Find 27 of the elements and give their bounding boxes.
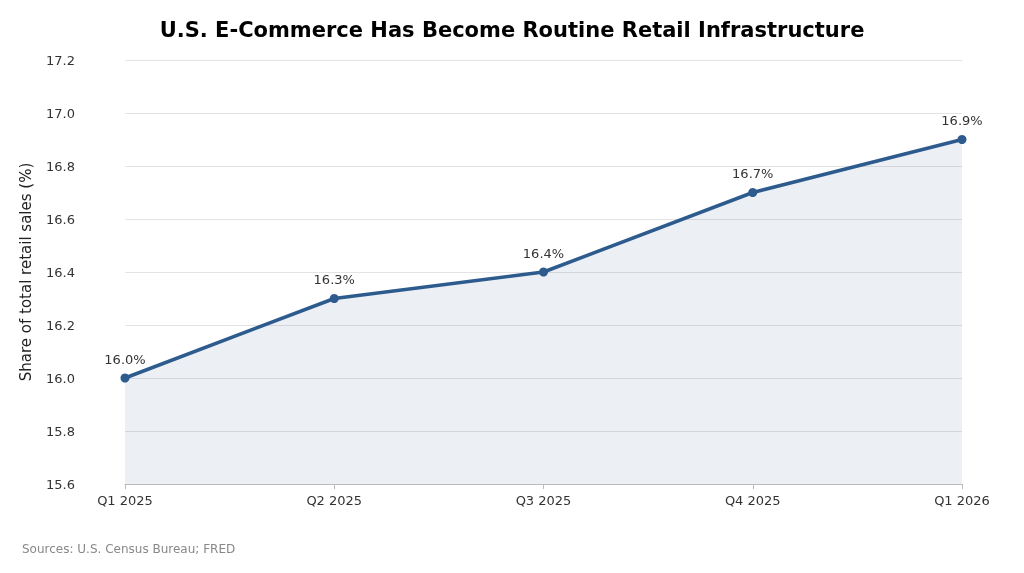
y-tick-label: 17.2: [46, 52, 75, 68]
point: [748, 188, 758, 197]
y-tick-label: 16.8: [46, 158, 75, 174]
data-label: 16.4%: [522, 245, 565, 261]
x-tick-label: Q3 2025: [515, 493, 572, 508]
point: [120, 373, 130, 383]
y-tick-label: 16.4: [46, 264, 75, 280]
data-label: 16.7%: [732, 166, 774, 181]
y-axis-title: Share of total retail sales (%): [16, 162, 35, 382]
y-tick-label: 16.2: [46, 317, 75, 333]
data-label: 16.3%: [313, 272, 355, 287]
y-tick-label: 16.6: [46, 211, 75, 227]
x-tick-label: Q1 2026: [934, 493, 990, 508]
x-tick-label: Q4 2025: [724, 493, 781, 508]
y-tick-label: 17.0: [46, 105, 75, 121]
chart-title: U.S. E-Commerce Has Become Routine Retail Infrastructure: [159, 17, 865, 42]
data-label: 16.9%: [941, 113, 983, 128]
y-tick-label: 15.6: [46, 476, 75, 492]
source-note: Sources: U.S. Census Bureau; FRED: [22, 542, 236, 556]
point: [539, 267, 548, 277]
y-tick-label: 16.0: [46, 370, 75, 386]
point: [957, 135, 967, 144]
point: [329, 294, 339, 303]
x-tick-label: Q1 2025: [97, 493, 153, 508]
x-tick-label: Q2 2025: [306, 493, 363, 508]
data-label: 16.0%: [104, 351, 146, 367]
y-tick-label: 15.8: [46, 423, 75, 439]
